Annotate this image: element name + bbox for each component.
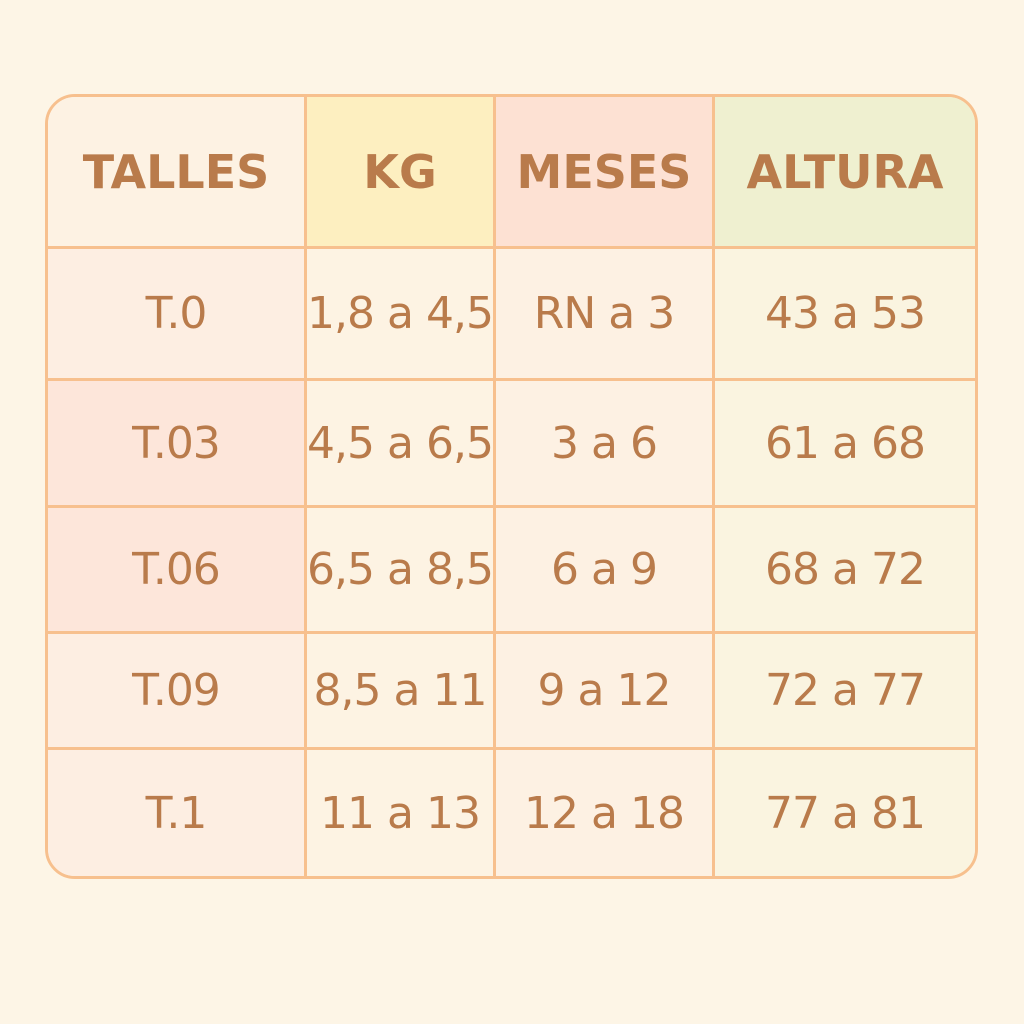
- cell-altura: 72 a 77: [715, 634, 975, 750]
- size-chart-table: TALLES KG MESES ALTURA T.0 1,8 a 4,5 RN a 3 43 …: [45, 94, 978, 879]
- cell-meses: 6 a 9: [496, 508, 715, 634]
- header-talles: TALLES: [48, 97, 307, 249]
- cell-kg: 11 a 13: [307, 750, 496, 876]
- cell-talles: T.03: [48, 381, 307, 508]
- cell-meses: 9 a 12: [496, 634, 715, 750]
- cell-altura: 61 a 68: [715, 381, 975, 508]
- cell-meses: 3 a 6: [496, 381, 715, 508]
- header-meses: MESES: [496, 97, 715, 249]
- cell-altura: 43 a 53: [715, 249, 975, 381]
- cell-talles: T.1: [48, 750, 307, 876]
- cell-meses: 12 a 18: [496, 750, 715, 876]
- cell-kg: 6,5 a 8,5: [307, 508, 496, 634]
- cell-talles: T.06: [48, 508, 307, 634]
- cell-kg: 4,5 a 6,5: [307, 381, 496, 508]
- header-altura: ALTURA: [715, 97, 975, 249]
- cell-kg: 8,5 a 11: [307, 634, 496, 750]
- cell-talles: T.0: [48, 249, 307, 381]
- cell-altura: 77 a 81: [715, 750, 975, 876]
- cell-kg: 1,8 a 4,5: [307, 249, 496, 381]
- cell-altura: 68 a 72: [715, 508, 975, 634]
- cell-talles: T.09: [48, 634, 307, 750]
- header-kg: KG: [307, 97, 496, 249]
- cell-meses: RN a 3: [496, 249, 715, 381]
